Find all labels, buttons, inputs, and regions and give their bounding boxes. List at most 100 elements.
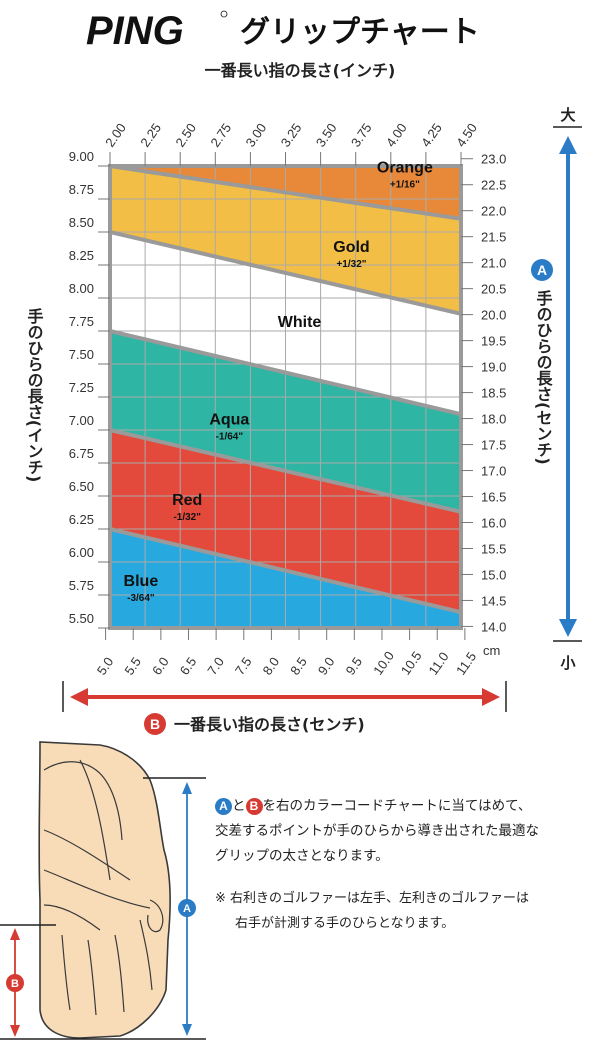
top-tick-label: 4.25 <box>418 120 445 149</box>
arrow-right-icon <box>482 688 500 706</box>
badge-a-icon <box>531 259 553 281</box>
badge-a-letter: A <box>537 262 547 278</box>
registered-mark-icon <box>220 10 228 18</box>
arrow-down-icon <box>559 619 577 637</box>
hand-badge-b-icon <box>6 974 24 992</box>
boundary-gold_white <box>109 230 462 316</box>
right-tick-label: 20.0 <box>481 308 506 323</box>
arrow-down-small-icon <box>182 1024 192 1036</box>
top-tick-label: 2.25 <box>137 120 164 149</box>
bottom-tick-label: 10.5 <box>398 648 425 677</box>
right-tick-label: 14.5 <box>481 593 506 608</box>
right-tick-label: 21.5 <box>481 230 506 245</box>
left-tick-label: 5.75 <box>69 578 94 593</box>
note-line1-text: を右のカラーコードチャートに当てはめて、 <box>262 798 532 814</box>
right-tick-label: 21.0 <box>481 256 506 271</box>
bottom-tick-label: 7.5 <box>232 654 255 677</box>
badge-b-icon <box>144 713 166 735</box>
top-tick-label: 3.25 <box>278 120 305 149</box>
bottom-tick-label: 6.5 <box>177 654 200 677</box>
arrow-down-small-red-icon <box>10 1025 20 1037</box>
bottom-tick-label: 5.5 <box>121 654 144 677</box>
instruction-notes: A と B を右のカラーコードチャートに当てはめて、 交差するポイントが手のひらから導… <box>215 794 595 869</box>
left-tick-label: 6.25 <box>69 512 94 527</box>
right-cm-ticks: 23.0 22.5 22.0 21.5 21.0 20.5 20.0 19.5 19.0 18.5… <box>461 152 506 634</box>
right-tick-label: 17.0 <box>481 464 506 479</box>
right-tick-label: 17.5 <box>481 438 506 453</box>
arrow-up-icon <box>559 136 577 154</box>
chart-title: グリップチャート <box>240 15 480 50</box>
ping-logo: PING <box>86 9 184 53</box>
left-tick-label: 7.25 <box>69 380 94 395</box>
right-top-label: 大 <box>560 106 575 124</box>
bottom-tick-label: 9.5 <box>342 654 365 677</box>
badge-b-letter: B <box>150 716 160 732</box>
right-tick-label: 22.0 <box>481 204 506 219</box>
right-tick-label: 18.5 <box>481 386 506 401</box>
band-size-gold: +1/32" <box>336 259 366 270</box>
right-tick-label: 19.5 <box>481 334 506 349</box>
left-tick-label: 8.00 <box>69 281 94 296</box>
band-size-orange: +1/16" <box>390 180 420 191</box>
hand-badge-a-icon <box>178 899 196 917</box>
band-size-red: -1/32" <box>173 512 201 523</box>
top-tick-label: 3.50 <box>313 120 340 149</box>
band-label-gold: Gold <box>333 239 369 256</box>
bottom-tick-label: 11.5 <box>453 649 479 678</box>
top-tick-label: 2.00 <box>102 120 129 149</box>
boundary-aqua_red <box>109 428 462 514</box>
band-label-blue: Blue <box>124 573 159 590</box>
boundary-red_blue <box>109 527 462 615</box>
top-tick-label: 4.50 <box>453 120 480 149</box>
right-axis-title: 手のひらの長さ(センチ) <box>534 289 553 465</box>
caution-mark: ※ <box>215 891 226 906</box>
bottom-tick-label: 8.0 <box>260 654 283 677</box>
left-tick-label: 6.00 <box>69 545 94 560</box>
note-to-text: と <box>232 798 246 814</box>
note-badge-a-icon: A <box>215 797 232 815</box>
bottom-tick-label: 7.0 <box>204 654 227 677</box>
band-size-blue: -3/64" <box>127 593 155 604</box>
top-tick-label: 3.75 <box>348 120 375 149</box>
arrow-up-small-icon <box>182 782 192 794</box>
top-tick-label: 2.50 <box>172 120 199 149</box>
bottom-tick-label: 8.5 <box>287 654 310 677</box>
hand-badge-a-letter: A <box>183 903 191 915</box>
band-size-aqua: -1/64" <box>216 432 244 443</box>
right-tick-label: 19.0 <box>481 360 506 375</box>
instruction-line-1: A と B を右のカラーコードチャートに当てはめて、 <box>215 794 595 819</box>
hand-illustration <box>38 741 171 1039</box>
bottom-size-arrow <box>62 681 507 712</box>
left-tick-label: 7.75 <box>69 314 94 329</box>
top-tick-label: 2.75 <box>207 120 234 149</box>
caution-notes: ※ 右利きのゴルファーは左手、左利きのゴルファーは 右手が計測する手のひらとなり… <box>215 886 595 936</box>
band-label-orange: Orange <box>377 160 433 177</box>
right-tick-label: 15.5 <box>481 541 506 556</box>
hand-badge-b-letter: B <box>11 978 19 990</box>
right-tick-label: 20.5 <box>481 282 506 297</box>
top-tick-label: 3.00 <box>243 120 270 149</box>
top-axis-title: 一番長い指の長さ(インチ) <box>205 61 396 80</box>
left-tick-label: 8.50 <box>69 215 94 230</box>
band-label-aqua: Aqua <box>209 412 249 429</box>
left-inch-ticks: 9.00 8.75 8.50 8.25 8.00 7.75 7.50 7.25 7.00 6.75… <box>69 149 110 629</box>
note-badge-b-icon: B <box>245 797 263 815</box>
band-label-red: Red <box>172 492 202 509</box>
right-tick-label: 16.0 <box>481 516 506 531</box>
instruction-line-2: 交差するポイントが手のひらから導き出された最適な <box>215 823 539 839</box>
left-tick-label: 6.75 <box>69 446 94 461</box>
band-boundaries <box>109 164 462 615</box>
left-axis-title: 手のひらの長さ(インチ) <box>25 307 44 483</box>
hand-shape <box>38 741 171 1039</box>
caution-line-2: 右手が計測する手のひらとなります。 <box>235 916 455 931</box>
right-size-arrow <box>528 126 582 642</box>
left-tick-label: 8.25 <box>69 248 94 263</box>
boundary-white_aqua <box>109 329 462 417</box>
band-label-white: White <box>278 314 322 331</box>
boundary-orange_gold <box>109 164 462 221</box>
bottom-tick-label: 9.0 <box>315 654 338 677</box>
left-tick-label: 6.50 <box>69 479 94 494</box>
bottom-axis-title: 一番長い指の長さ(センチ) <box>174 715 365 734</box>
right-tick-label: 16.5 <box>481 490 506 505</box>
